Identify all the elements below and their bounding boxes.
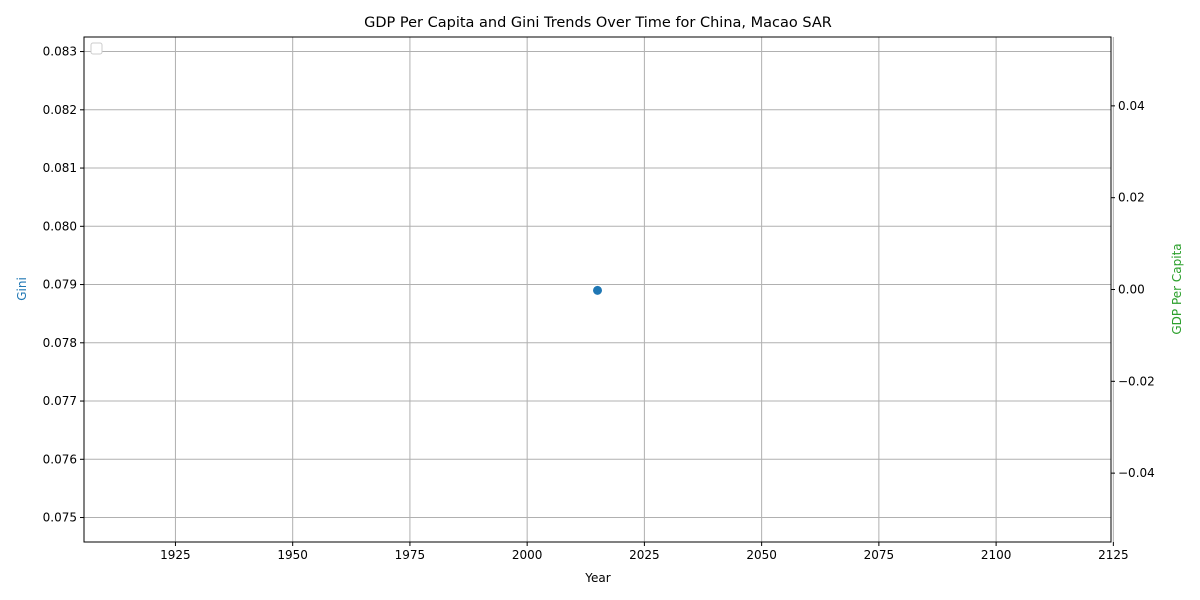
y-right-tick-label: −0.02 [1118,374,1155,388]
y-right-tick-label: 0.02 [1118,191,1145,205]
series-layer [593,285,602,295]
y-right-tick-label: 0.00 [1118,283,1145,297]
x-tick-label: 1950 [277,548,308,562]
y-left-tick-label: 0.083 [43,45,77,59]
y-left-tick-label: 0.081 [43,161,77,175]
x-tick-label: 2075 [864,548,895,562]
y-left-tick-label: 0.075 [43,511,77,525]
x-axis-label: Year [584,571,610,585]
y-axis-right-label: GDP Per Capita [1170,243,1184,334]
x-tick-label: 2100 [981,548,1012,562]
y-left-tick-label: 0.082 [43,103,77,117]
x-tick-label: 1925 [160,548,191,562]
y-axis-left-label: Gini [15,277,29,301]
x-tick-label: 2000 [512,548,543,562]
x-tick-label: 1975 [395,548,426,562]
y-left-tick-label: 0.078 [43,336,77,350]
x-tick-label: 2025 [629,548,660,562]
y-left-tick-label: 0.079 [43,278,77,292]
y-left-tick-label: 0.076 [43,452,77,466]
chart-title: GDP Per Capita and Gini Trends Over Time… [364,15,832,31]
x-tick-label: 2125 [1098,548,1129,562]
y-left-tick-label: 0.077 [43,394,77,408]
data-point [593,285,602,295]
x-tick-label: 2050 [746,548,777,562]
tick-layer: 1925 1950 1975 2000 2025 2050 2075 2100 2125 0.07… [43,45,1155,562]
y-right-tick-label: 0.04 [1118,99,1145,113]
y-left-tick-label: 0.080 [43,219,77,233]
legend-box [90,42,103,55]
grid-layer [84,37,1114,542]
y-right-tick-label: −0.04 [1118,466,1155,480]
